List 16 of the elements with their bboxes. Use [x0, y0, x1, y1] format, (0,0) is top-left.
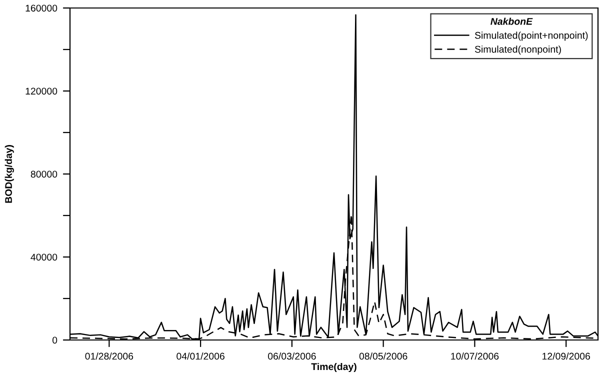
- x-tick-label: 01/28/2006: [85, 352, 134, 360]
- x-tick-label: 04/01/2006: [176, 352, 224, 360]
- legend-label: Simulated(nonpoint): [474, 46, 561, 55]
- x-tick-label: 06/03/2006: [268, 352, 316, 360]
- y-tick-label: 120000: [26, 88, 58, 95]
- y-tick-label: 160000: [26, 4, 58, 12]
- y-tick-label: 0: [52, 336, 58, 344]
- x-tick-label: 12/09/2006: [542, 352, 590, 360]
- x-tick-label: 08/05/2006: [359, 352, 408, 360]
- y-tick-label: 40000: [30, 254, 58, 261]
- legend-label: Simulated(point+nonpoint): [474, 32, 588, 41]
- x-axis-title: Time(day): [311, 362, 356, 372]
- y-axis-title: BOD(kg/day): [4, 145, 14, 203]
- y-tick-label: 80000: [30, 170, 58, 178]
- x-tick-label: 10/07/2006: [451, 352, 499, 360]
- legend-title: NakbonE: [490, 18, 533, 25]
